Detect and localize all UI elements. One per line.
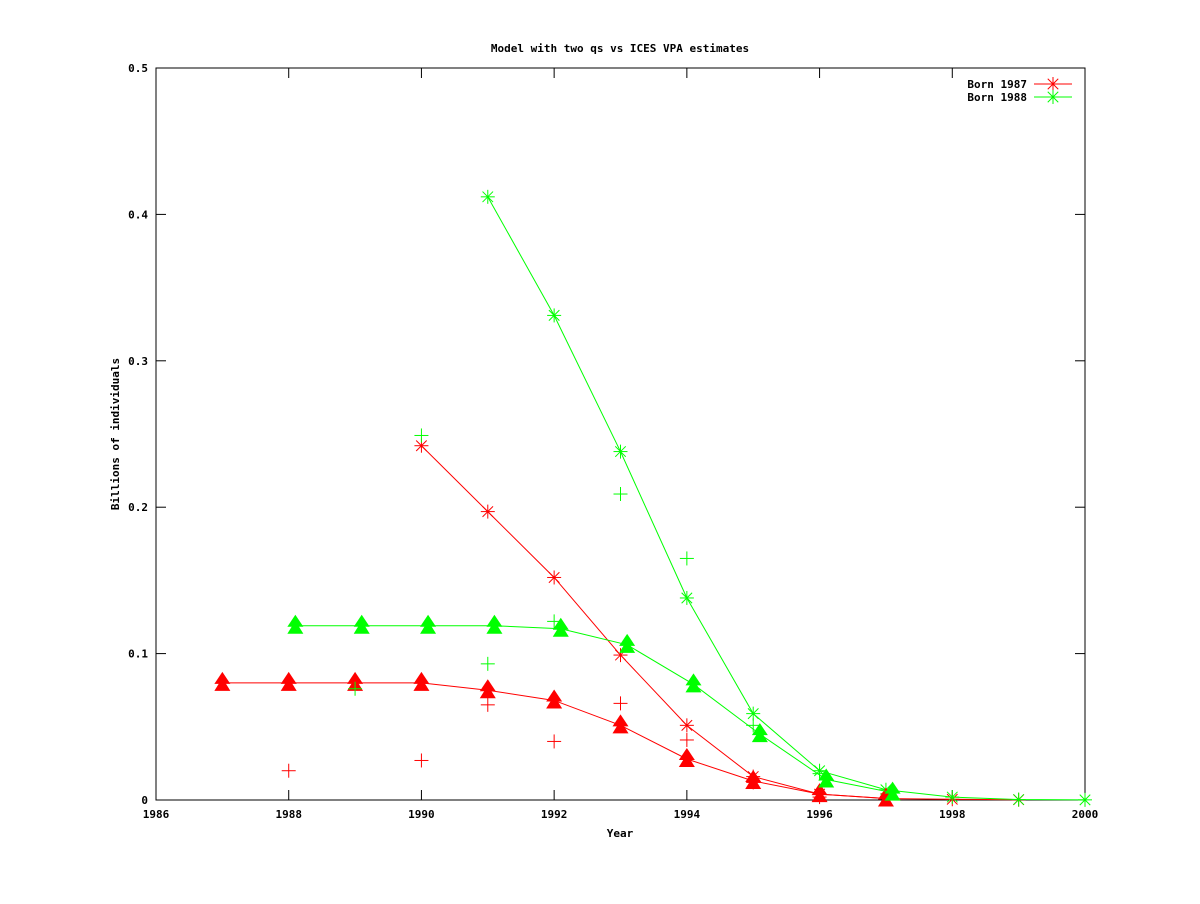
y-axis-label: Billions of individuals [109, 358, 122, 510]
legend-label: Born 1987 [967, 78, 1027, 91]
plot-frame [155, 67, 1086, 801]
series-4 [281, 696, 827, 805]
x-axis-label: Year [607, 827, 634, 840]
axis-ticks: 1986 1988 1990 1992 1994 1996 1998 2000 0 0.1 0.2 0… [128, 62, 1098, 821]
y-tick-label: 0.3 [128, 355, 148, 368]
series-5 [348, 428, 827, 781]
y-tick-label: 0.4 [128, 208, 148, 221]
series-0 [414, 438, 1026, 807]
series-1 [480, 189, 1092, 807]
x-tick-label: 1986 [143, 808, 170, 821]
series-3 [287, 614, 901, 801]
x-tick-label: 1988 [275, 808, 302, 821]
x-tick-label: 2000 [1072, 808, 1099, 821]
x-tick-label: 1998 [939, 808, 966, 821]
x-tick-label: 1996 [806, 808, 833, 821]
y-tick-label: 0 [141, 794, 148, 807]
y-tick-label: 0.2 [128, 501, 148, 514]
x-tick-label: 1992 [541, 808, 568, 821]
legend-label: Born 1988 [967, 91, 1027, 104]
y-tick-label: 0.5 [128, 62, 148, 75]
x-tick-label: 1990 [408, 808, 435, 821]
chart-title: Model with two qs vs ICES VPA estimates [491, 42, 749, 55]
series-layer [214, 189, 1092, 807]
x-tick-label: 1994 [674, 808, 701, 821]
y-tick-label: 0.1 [128, 648, 148, 661]
